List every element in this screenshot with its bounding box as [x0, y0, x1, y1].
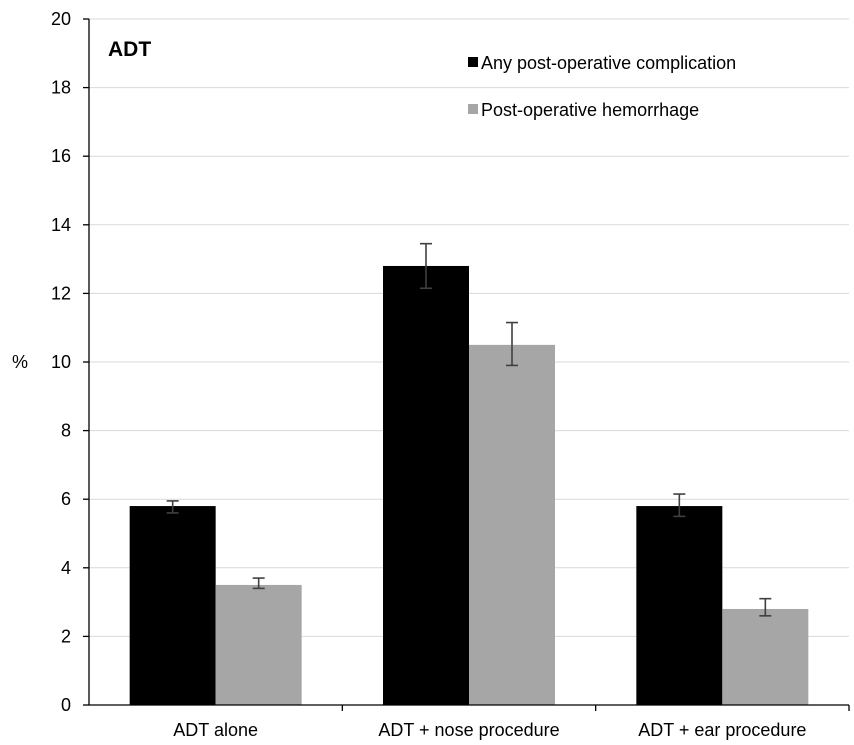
legend-swatch	[468, 104, 478, 114]
y-tick-label: 4	[61, 558, 71, 578]
x-category-label: ADT + nose procedure	[378, 720, 559, 740]
y-tick-label: 20	[51, 9, 71, 29]
y-tick-label: 10	[51, 352, 71, 372]
x-category-label: ADT + ear procedure	[638, 720, 806, 740]
y-tick-label: 16	[51, 146, 71, 166]
y-tick-labels: 0 2 4 6 8 10 12 14 16 18 20	[51, 9, 89, 715]
chart-title: ADT	[108, 38, 151, 61]
bar-any-complication	[383, 266, 469, 705]
x-category-label: ADT alone	[173, 720, 258, 740]
y-tick-label: 0	[61, 695, 71, 715]
legend-label: Post-operative hemorrhage	[481, 100, 699, 120]
bar-hemorrhage	[722, 609, 808, 705]
legend-swatch	[468, 57, 478, 67]
y-tick-label: 14	[51, 215, 71, 235]
y-axis-label: %	[12, 352, 28, 372]
y-tick-label: 12	[51, 283, 71, 303]
bars	[130, 266, 809, 705]
bar-hemorrhage	[216, 585, 302, 705]
y-tick-label: 8	[61, 421, 71, 441]
legend-label: Any post-operative complication	[481, 53, 736, 73]
legend: Any post-operative complication Post-oper…	[468, 53, 736, 120]
y-tick-label: 6	[61, 489, 71, 509]
bar-any-complication	[636, 506, 722, 705]
x-category-labels: ADT alone ADT + nose procedure ADT + ear p…	[173, 705, 849, 740]
y-tick-label: 18	[51, 78, 71, 98]
bar-hemorrhage	[469, 345, 555, 705]
bar-any-complication	[130, 506, 216, 705]
y-tick-label: 2	[61, 626, 71, 646]
